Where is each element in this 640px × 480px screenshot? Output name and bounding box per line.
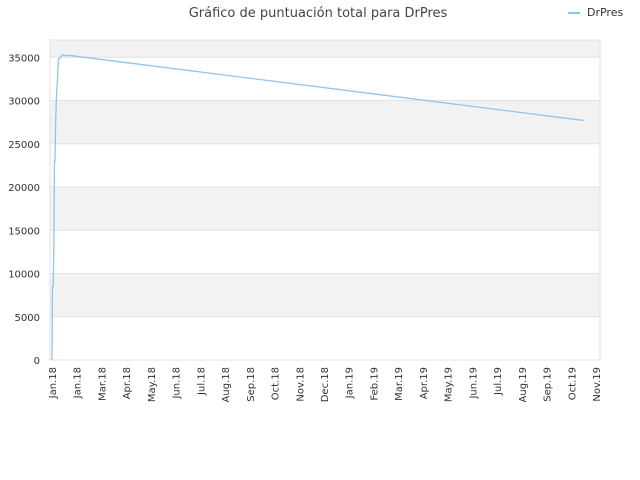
x-tick-label: Aug.18 [221,367,232,402]
x-tick-label: Sep.19 [543,367,554,402]
x-tick-label: Dec.18 [320,367,331,402]
x-tick-label: Jul.19 [493,367,504,396]
x-tick-label: Sep.18 [246,367,257,402]
background-band [50,230,600,274]
x-tick-label: Mar.18 [97,367,108,401]
background-band [50,273,600,317]
background-band [50,40,600,58]
y-axis: 0 5000 10000 15000 20000 25000 30000 35000 [8,53,40,367]
y-tick-label: 35000 [8,53,40,64]
x-tick-label: May.18 [147,367,158,402]
x-tick-label: Jun.19 [468,367,479,400]
gridlines [50,56,600,361]
x-axis: Jan.18 Jan.18 Mar.18 Apr.18 May.18 Jun.18 Jul.… [48,367,603,402]
x-tick-label: Apr.18 [122,367,133,399]
y-tick-label: 15000 [8,226,40,237]
y-tick-label: 25000 [8,140,40,151]
x-tick-label: Aug.19 [518,367,529,402]
legend-label: DrPres [587,6,623,19]
x-tick-label: Oct.19 [567,367,578,400]
x-tick-label: Mar.19 [394,367,405,401]
x-tick-label: Oct.18 [271,367,282,400]
series-line [51,53,584,361]
x-tick-label: Jul.18 [196,367,207,396]
y-tick-label: 5000 [15,313,40,324]
y-tick-label: 0 [34,356,40,367]
x-tick-label: Apr.19 [419,367,430,399]
x-tick-label: May.19 [444,367,455,402]
x-tick-label: Nov.18 [295,367,306,402]
background-band [50,100,600,144]
x-tick-label: Nov.19 [592,367,603,402]
y-tick-label: 20000 [8,183,40,194]
x-tick-label: Feb.19 [369,367,380,401]
x-tick-label: Jan.18 [48,367,59,399]
legend: DrPres [568,6,623,19]
x-tick-label: Jun.18 [172,367,183,400]
background-band [50,316,600,360]
x-tick-label: Jan.19 [345,367,356,399]
x-tick-label: Jan.18 [73,367,84,399]
background-bands [49,39,601,361]
background-band [50,143,600,188]
background-band [50,187,600,231]
y-tick-label: 10000 [8,270,40,281]
series-layer [51,53,584,361]
y-tick-label: 30000 [8,97,40,108]
chart-title: Gráfico de puntuación total para DrPres [189,6,448,21]
